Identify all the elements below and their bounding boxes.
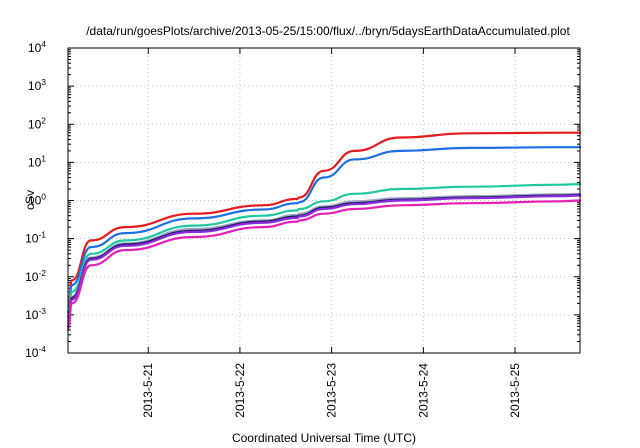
y-tick-label: 100 (28, 192, 46, 208)
y-tick-label: 102 (28, 115, 46, 131)
y-tick-label: 10-3 (25, 306, 46, 322)
y-tick-label: 10-4 (25, 344, 46, 360)
x-tick-label: 2013-5-21 (141, 363, 155, 418)
series-line-4 (66, 192, 582, 325)
x-tick-label: 2013-5-22 (233, 363, 247, 418)
series-line-2 (66, 146, 582, 318)
plot-frame (67, 47, 581, 354)
x-tick-label: 2013-5-24 (416, 363, 430, 418)
y-axis-label: cSv (23, 190, 37, 210)
x-tick-label: 2013-5-25 (508, 363, 522, 418)
y-tick-label: 10-2 (25, 268, 46, 284)
y-axis-ticks: 10-4 10-3 10-2 10-1 100 101 102 103 104 (25, 39, 580, 360)
series-line-6 (66, 194, 582, 328)
y-tick-label: 103 (28, 77, 46, 93)
x-tick-label: 2013-5-23 (325, 363, 339, 418)
y-tick-label: 10-1 (25, 230, 46, 246)
series-group (66, 131, 582, 332)
y-tick-label: 104 (28, 39, 46, 55)
x-axis-ticks: 2013-5-21 2013-5-22 2013-5-23 2013-5-24 2013… (141, 48, 522, 418)
chart-title: /data/run/goesPlots/archive/2013-05-25/1… (86, 24, 570, 38)
series-line-1 (66, 131, 582, 313)
series-line-3 (66, 183, 582, 322)
y-tick-label: 101 (28, 153, 46, 169)
x-axis-label: Coordinated Universal Time (UTC) (232, 431, 416, 445)
series-line-7 (66, 199, 582, 332)
